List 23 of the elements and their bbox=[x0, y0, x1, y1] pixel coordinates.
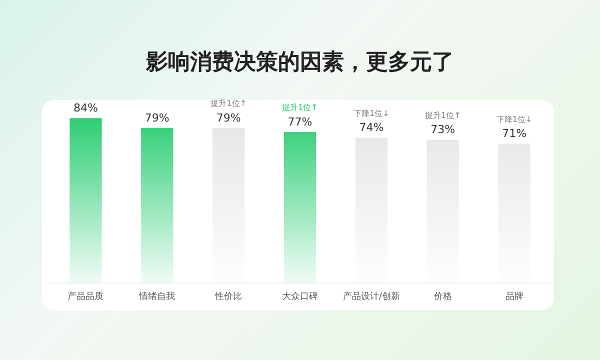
data-label: 74% bbox=[359, 121, 384, 134]
data-label: 73% bbox=[430, 123, 456, 136]
bar bbox=[70, 118, 102, 284]
annotation: 提升1位↑ bbox=[424, 110, 461, 120]
annotation: 提升1位↑ bbox=[210, 99, 246, 108]
x-tick-label: 产品品质 bbox=[68, 290, 104, 302]
x-tick-label: 产品设计/创新 bbox=[342, 290, 400, 302]
data-label: 71% bbox=[502, 127, 527, 140]
x-tick-label: 性价比 bbox=[214, 290, 242, 302]
x-tick-label: 品牌 bbox=[505, 290, 524, 302]
data-label: 79% bbox=[216, 111, 241, 124]
annotation: 下降1位↓ bbox=[496, 114, 532, 124]
bar bbox=[141, 128, 174, 284]
x-tick-label: 大众口碑 bbox=[282, 290, 318, 302]
x-tick-label: 价格 bbox=[432, 290, 452, 302]
chart-title: 影响消费决策的因素，更多元了 bbox=[145, 50, 454, 75]
data-label: 77% bbox=[288, 115, 312, 128]
annotation: 提升1位↑ bbox=[282, 103, 318, 112]
bar bbox=[284, 132, 316, 284]
data-label: 84% bbox=[73, 102, 98, 115]
annotation: 下降1位↓ bbox=[354, 108, 390, 118]
x-tick-label: 情绪自我 bbox=[138, 290, 176, 302]
data-label: 79% bbox=[144, 111, 170, 124]
